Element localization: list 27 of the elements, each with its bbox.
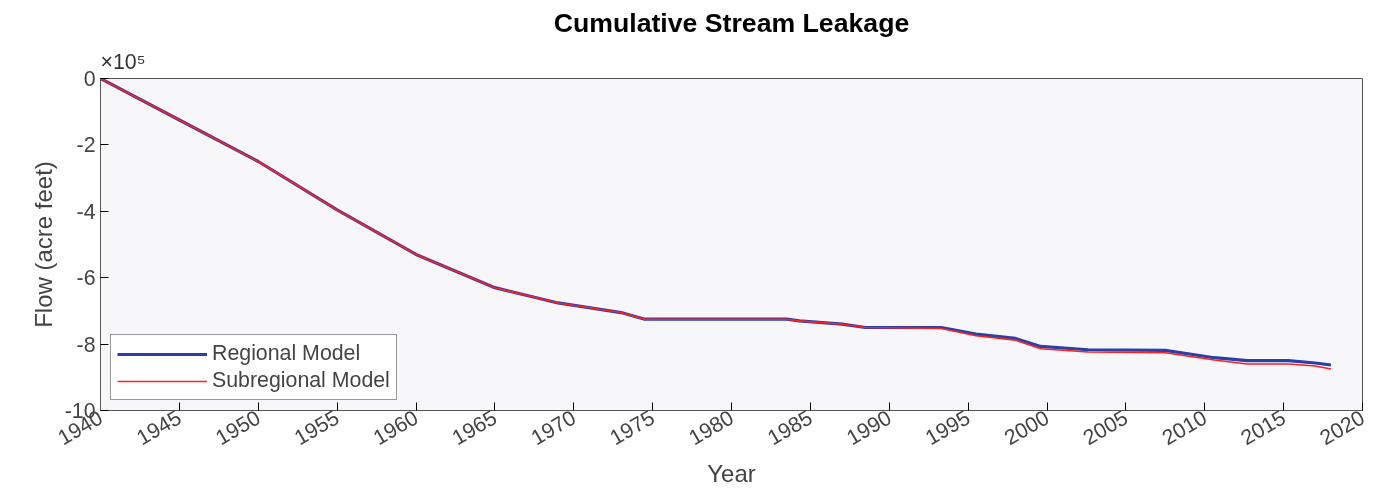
- x-tick-label: 2020: [1315, 405, 1369, 451]
- text: ×10⁵: [100, 49, 146, 74]
- y-tick-label: 0: [83, 67, 96, 91]
- x-tick-label: 1980: [684, 405, 738, 451]
- x-tick-label: 2000: [1000, 405, 1054, 451]
- x-tick-label: 2005: [1079, 405, 1133, 451]
- x-tick-label: 1960: [369, 405, 423, 451]
- x-tick-label: 1990: [842, 405, 896, 451]
- x-tick-label: 2015: [1236, 405, 1290, 451]
- x-tick-label: 1970: [526, 405, 581, 451]
- x-tick-label: 1995: [921, 405, 975, 451]
- legend-label: Subregional Model: [212, 368, 390, 393]
- chart-title: Cumulative Stream Leakage: [553, 7, 910, 38]
- x-tick-label: 1945: [132, 405, 186, 451]
- x-tick-label: 1950: [211, 405, 265, 451]
- x-tick-label: 1985: [763, 405, 817, 451]
- legend-label: Regional Model: [212, 341, 361, 366]
- x-tick-label: 1965: [448, 405, 502, 451]
- x-tick-label: 1975: [605, 405, 659, 451]
- y-tick-label: -2: [76, 133, 96, 158]
- x-tick-label: 1955: [290, 405, 344, 451]
- x-tick-label: 2010: [1157, 405, 1212, 451]
- y-axis-title: Flow (acre feet): [29, 161, 57, 328]
- y-tick-label: -6: [76, 266, 96, 291]
- x-axis-title: Year: [707, 460, 756, 488]
- y-tick-label: -4: [76, 199, 96, 224]
- y-tick-label: -8: [76, 332, 96, 357]
